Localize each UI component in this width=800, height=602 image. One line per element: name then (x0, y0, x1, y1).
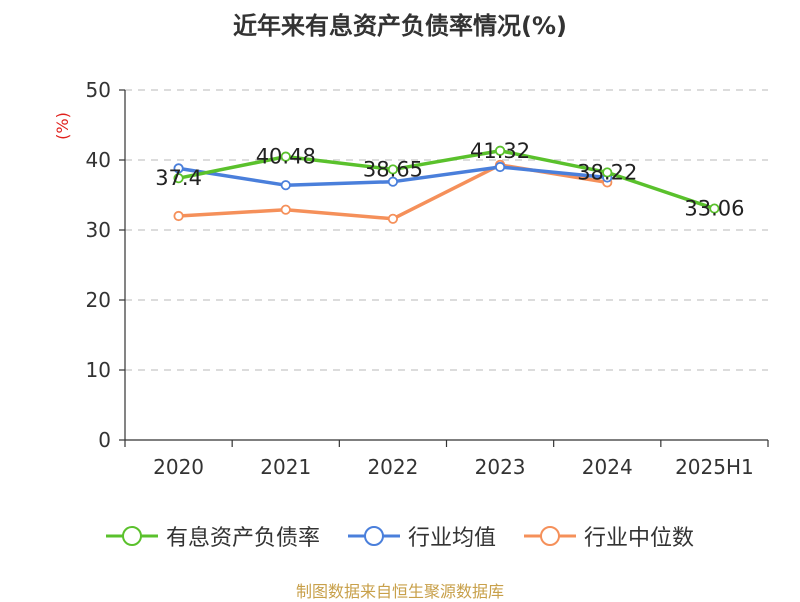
data-point (280, 204, 291, 215)
legend-swatch-marker (121, 526, 142, 546)
data-label: 33.06 (684, 197, 744, 221)
data-point (387, 176, 399, 187)
chart-title: 近年来有息资产负债率情况(%) (233, 12, 567, 40)
data-point (494, 161, 506, 173)
source-note: 制图数据来自恒生聚源数据库 (295, 582, 504, 601)
series-line (176, 149, 717, 211)
y-tick-label: 50 (86, 78, 111, 102)
y-tick-label: 30 (86, 218, 111, 242)
data-point (173, 173, 184, 184)
x-tick-label: 2022 (367, 455, 418, 479)
legend-swatch-marker (540, 526, 560, 546)
legend-label: 行业中位数 (584, 526, 695, 551)
y-tick-label: 0 (98, 428, 111, 452)
x-tick-label: 2023 (475, 455, 526, 479)
data-point (173, 163, 184, 174)
data-point (602, 167, 613, 178)
data-label: 41.32 (470, 139, 530, 163)
x-tick-label: 2021 (260, 455, 311, 479)
legend-swatch-marker (363, 526, 384, 546)
legend-label: 有息资产负债率 (165, 526, 320, 551)
data-point (709, 203, 720, 214)
legend-item[interactable]: 行业均值 (347, 520, 496, 552)
data-label: 38.65 (363, 157, 423, 181)
data-label: 37.4 (155, 166, 202, 190)
legend-swatch (105, 526, 158, 546)
x-tick-label: 2025H1 (675, 455, 754, 479)
legend-item[interactable]: 行业中位数 (524, 520, 694, 552)
x-tick-label: 2024 (582, 455, 633, 479)
x-tick-label: 2020 (153, 455, 204, 479)
y-tick-label: 10 (86, 358, 111, 382)
data-point (494, 145, 506, 156)
y-tick-label: 40 (86, 148, 111, 172)
data-point (280, 151, 291, 162)
legend: 有息资产负债率 行业均值 行业中位数 (0, 520, 800, 552)
data-point (280, 180, 291, 191)
data-point (173, 210, 184, 222)
legend-item[interactable]: 有息资产负债率 (105, 520, 320, 552)
data-label: 40.48 (256, 145, 316, 169)
y-tick-label: 20 (86, 288, 111, 312)
legend-swatch (347, 526, 400, 546)
data-point (387, 213, 399, 224)
y-axis-unit-label: (%) (53, 112, 72, 140)
data-label: 38.22 (577, 160, 637, 184)
legend-swatch (524, 526, 576, 546)
legend-label: 行业均值 (407, 526, 496, 551)
data-point (387, 164, 399, 175)
